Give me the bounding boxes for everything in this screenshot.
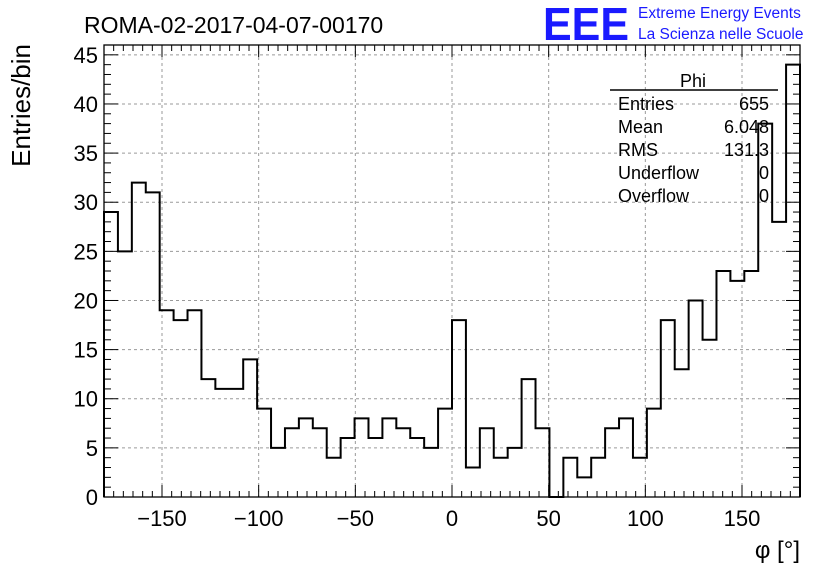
histogram-bin — [703, 340, 717, 497]
histogram-bin — [201, 379, 215, 497]
histogram-bin — [146, 192, 160, 497]
histogram-bin — [508, 448, 522, 497]
histogram-bin — [229, 389, 243, 497]
histogram-bin — [452, 320, 466, 497]
histogram-bin — [744, 271, 758, 497]
x-tick-label: −100 — [234, 506, 284, 531]
histogram-bin — [327, 458, 341, 497]
y-tick-label: 10 — [74, 387, 98, 412]
x-tick-label: −50 — [337, 506, 374, 531]
x-tick-label: 0 — [446, 506, 458, 531]
histogram-bin — [355, 418, 369, 497]
stats-label-mean: Mean — [618, 117, 663, 137]
x-tick-label: −150 — [137, 506, 187, 531]
histogram-bin — [382, 418, 396, 497]
histogram-bin — [605, 428, 619, 497]
eee-logo-text: EEE — [543, 0, 629, 50]
histogram-bin — [563, 458, 577, 497]
histogram-bin — [438, 409, 452, 497]
y-tick-label: 15 — [74, 338, 98, 363]
run-title: ROMA-02-2017-04-07-00170 — [84, 12, 383, 38]
histogram-bin — [271, 448, 285, 497]
histogram-bin — [396, 428, 410, 497]
histogram-bin — [118, 251, 132, 497]
histogram-bin — [466, 468, 480, 497]
histogram-bin — [243, 359, 257, 497]
x-tick-label: 100 — [627, 506, 664, 531]
histogram-bin — [772, 222, 786, 497]
org-name-line1: Extreme Energy Events — [638, 5, 801, 22]
y-axis-ticks: 0 5 10 15 20 25 30 35 40 45 — [74, 43, 800, 510]
histogram-bin — [174, 320, 188, 497]
stats-value-mean: 6.048 — [724, 117, 769, 137]
x-axis-ticks: −150 −100 −50 0 50 100 150 — [113, 45, 791, 531]
histogram-bin — [341, 438, 355, 497]
histogram-bin — [257, 409, 271, 497]
stats-label-overflow: Overflow — [618, 186, 690, 206]
x-axis-label: φ [°] — [755, 537, 800, 564]
histogram-bin — [285, 428, 299, 497]
histogram-bin — [577, 477, 591, 497]
histogram-bin — [633, 458, 647, 497]
histogram-bin — [716, 271, 730, 497]
stats-label-entries: Entries — [618, 94, 674, 114]
histogram-bin — [536, 428, 550, 497]
y-tick-label: 0 — [86, 485, 98, 510]
y-tick-label: 30 — [74, 190, 98, 215]
histogram-bin — [661, 320, 675, 497]
x-tick-label: 50 — [536, 506, 560, 531]
stats-box: Phi Entries 655 Mean 6.048 RMS 131.3 Und… — [610, 71, 778, 206]
histogram-bin — [368, 438, 382, 497]
histogram-bin — [104, 212, 118, 497]
stats-value-underflow: 0 — [759, 163, 769, 183]
histogram-bin — [188, 310, 202, 497]
histogram-bin — [619, 418, 633, 497]
stats-title: Phi — [680, 71, 706, 91]
histogram-bin — [675, 369, 689, 497]
stats-value-overflow: 0 — [759, 186, 769, 206]
histogram-bin — [132, 183, 146, 497]
y-tick-label: 25 — [74, 239, 98, 264]
histogram-bin — [299, 418, 313, 497]
org-name-line2: La Scienza nelle Scuole — [638, 26, 803, 43]
stats-label-underflow: Underflow — [618, 163, 700, 183]
histogram-bin — [424, 448, 438, 497]
histogram-bin — [215, 389, 229, 497]
x-tick-label: 150 — [724, 506, 761, 531]
stats-label-rms: RMS — [618, 140, 658, 160]
y-axis-label: Entries/bin — [6, 44, 36, 167]
histogram-bin — [522, 379, 536, 497]
histogram-bin — [313, 428, 327, 497]
histogram-outline — [103, 63, 801, 498]
y-tick-label: 5 — [86, 436, 98, 461]
histogram-bin — [591, 458, 605, 497]
histogram-bin — [480, 428, 494, 497]
y-tick-label: 45 — [74, 43, 98, 68]
histogram-bin — [160, 310, 174, 497]
y-tick-label: 40 — [74, 92, 98, 117]
stats-value-entries: 655 — [739, 94, 769, 114]
stats-value-rms: 131.3 — [724, 140, 769, 160]
y-tick-label: 35 — [74, 141, 98, 166]
y-tick-label: 20 — [74, 288, 98, 313]
histogram-bin — [410, 438, 424, 497]
grid — [104, 45, 800, 497]
histogram-bin — [647, 409, 661, 497]
eee-logo: EEE Extreme Energy Events La Scienza nel… — [543, 0, 803, 50]
